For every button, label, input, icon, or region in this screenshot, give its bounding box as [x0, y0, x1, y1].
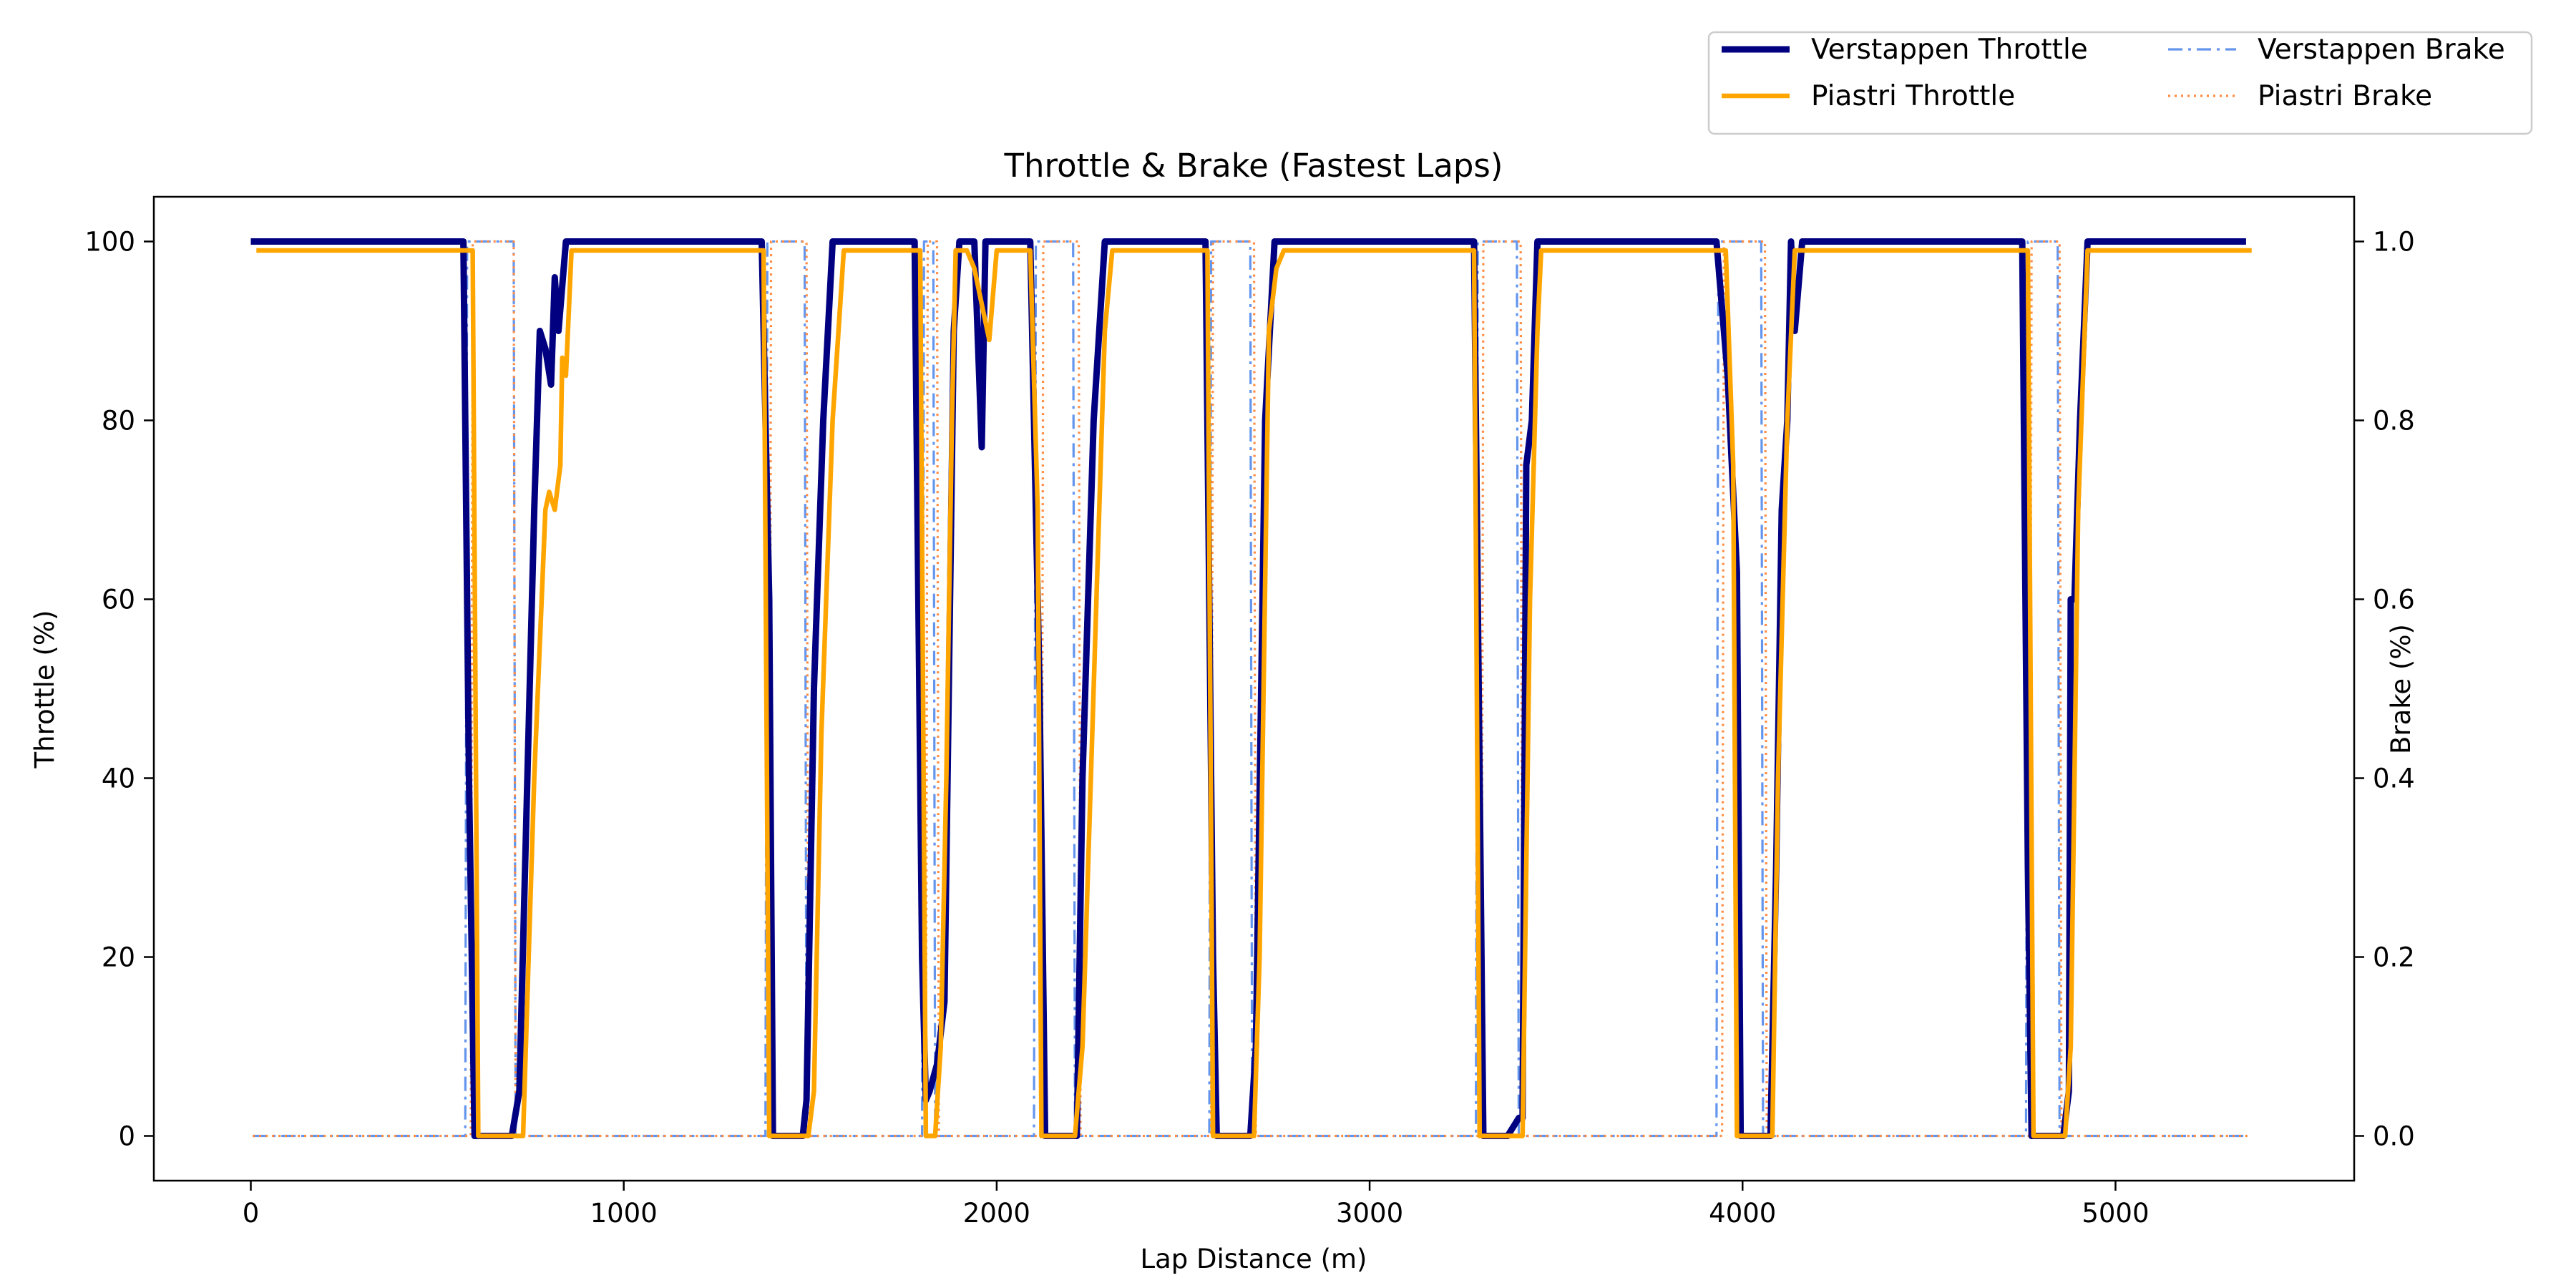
y2-tick-label: 0.4 — [2373, 763, 2415, 794]
series-line-verstappen-throttle — [250, 238, 2246, 1139]
y-tick-label: 20 — [102, 942, 135, 973]
x-tick-label: 5000 — [2082, 1198, 2149, 1229]
legend-label-piastri-throttle: Piastri Throttle — [1811, 80, 2015, 112]
series-line-verstappen-brake — [253, 240, 2246, 1138]
y2-tick-label: 0.8 — [2373, 406, 2415, 436]
y-tick-label: 60 — [102, 585, 135, 615]
legend-label-verstappen-throttle: Verstappen Throttle — [1811, 34, 2088, 66]
y2-tick-label: 0.2 — [2373, 942, 2415, 973]
x-tick-label: 1000 — [590, 1198, 658, 1229]
legend-label-piastri-brake: Piastri Brake — [2258, 80, 2432, 112]
y2-tick-label: 0.0 — [2373, 1121, 2415, 1152]
y-tick-label: 80 — [102, 406, 135, 436]
y-axis-label: Throttle (%) — [29, 610, 60, 769]
y-tick-label: 0 — [118, 1121, 135, 1152]
x-axis-label: Lap Distance (m) — [1141, 1244, 1367, 1274]
y-tick-label: 100 — [84, 227, 135, 258]
x-tick-label: 0 — [243, 1198, 260, 1229]
y-tick-label: 40 — [102, 763, 135, 794]
plot-frame — [152, 195, 2356, 1182]
x-tick-label: 2000 — [963, 1198, 1030, 1229]
x-tick-label: 3000 — [1336, 1198, 1403, 1229]
x-tick-label: 4000 — [1709, 1198, 1776, 1229]
series-line-piastri-throttle — [256, 248, 2252, 1138]
axes-layer: 0 1000 2000 3000 4000 5000 0 20 40 60 80 100 0.0 0.2 0… — [84, 195, 2415, 1229]
y2-tick-label: 1.0 — [2373, 227, 2415, 258]
series-line-piastri-brake — [253, 240, 2250, 1138]
series-layer — [250, 238, 2252, 1139]
legend: Verstappen Throttle Piastri Throttle Verst… — [1707, 31, 2533, 135]
y2-axis-label: Brake (%) — [2386, 624, 2416, 754]
legend-box — [1707, 31, 2533, 135]
legend-label-verstappen-brake: Verstappen Brake — [2258, 34, 2505, 66]
y2-tick-label: 0.6 — [2373, 585, 2415, 615]
chart-title: Throttle & Brake (Fastest Laps) — [1004, 147, 1503, 185]
